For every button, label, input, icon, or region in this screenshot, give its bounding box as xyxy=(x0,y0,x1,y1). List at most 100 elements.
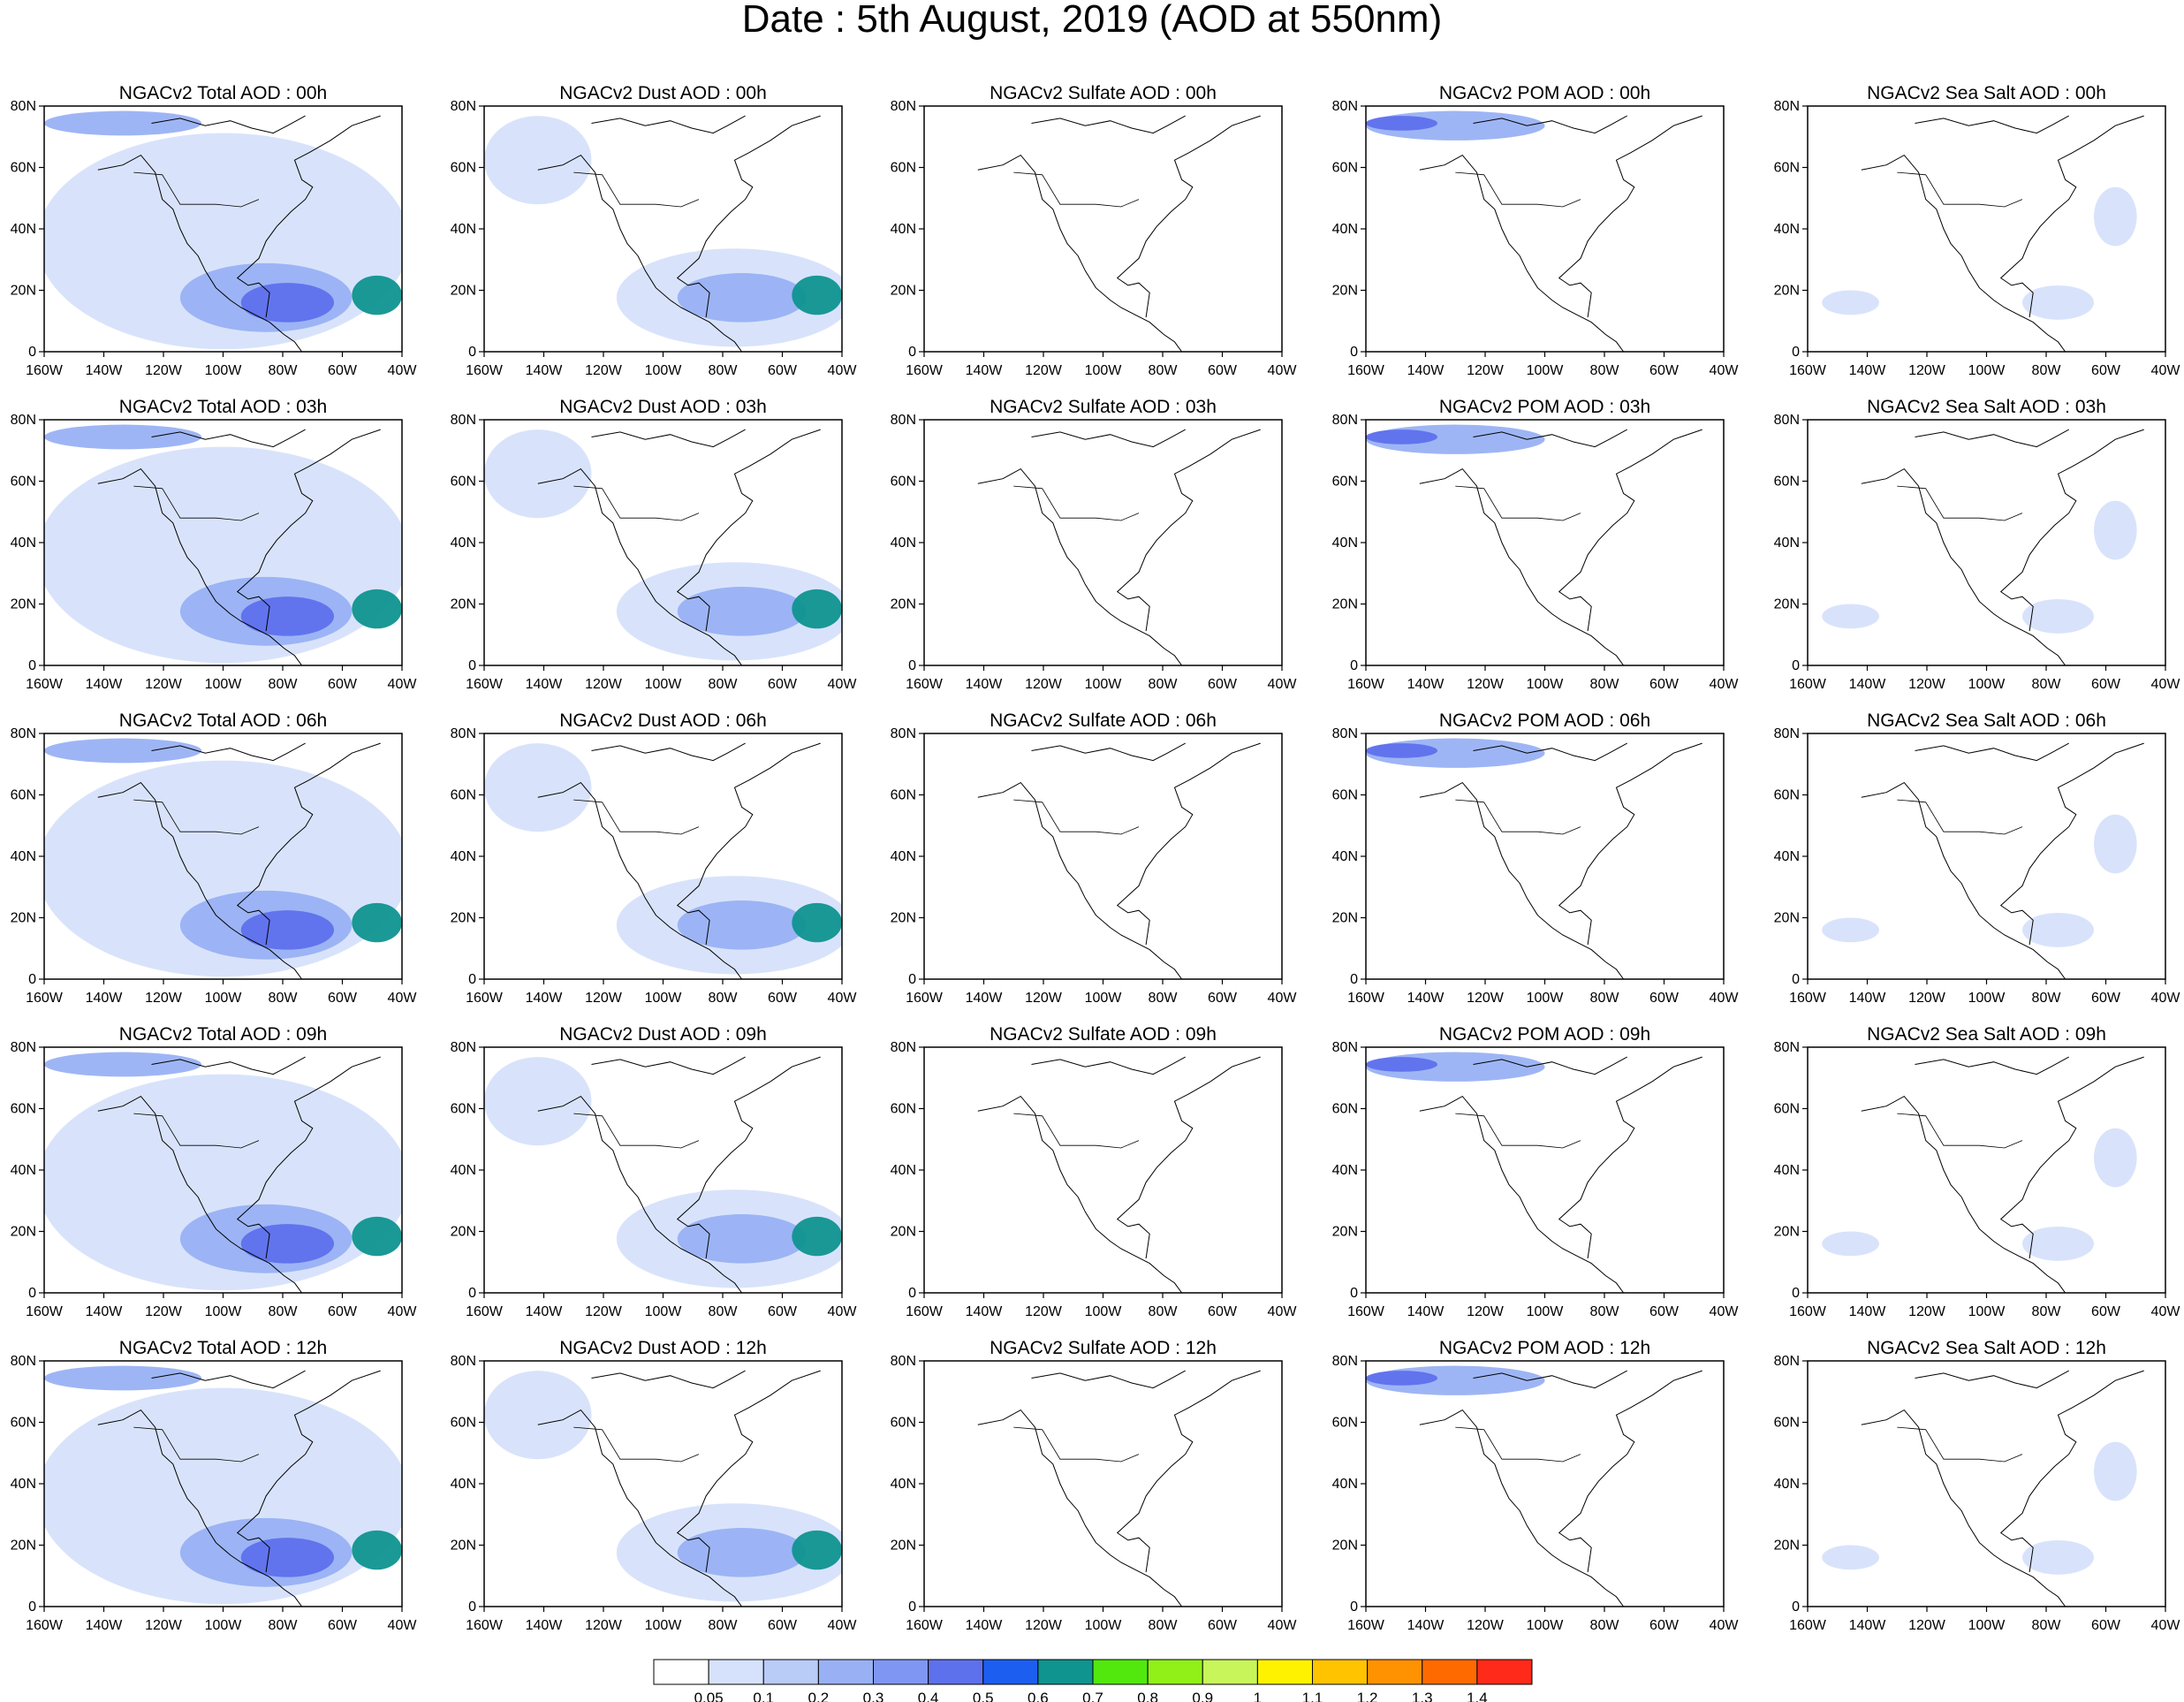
aod-field xyxy=(44,1052,402,1293)
lat-tick-label: 0 xyxy=(1350,1286,1358,1301)
country-border xyxy=(1455,1113,1581,1149)
panel-title: NGACv2 Sea Salt AOD : 09h xyxy=(1867,1024,2106,1045)
lon-tick-label: 40W xyxy=(828,991,858,1006)
aod-region xyxy=(677,587,807,636)
lon-tick-label: 140W xyxy=(86,991,124,1006)
lat-tick-label: 0 xyxy=(28,658,36,673)
aod-field xyxy=(484,742,842,979)
colorbar-segment xyxy=(1422,1659,1478,1685)
coastline xyxy=(1999,429,2144,632)
lat-tick-label: 0 xyxy=(28,1286,36,1301)
colorbar-label: 0.5 xyxy=(973,1690,994,1702)
coastline xyxy=(1915,1056,2069,1075)
lon-tick-label: 80W xyxy=(709,1618,739,1633)
lat-tick-label: 80N xyxy=(451,1040,476,1055)
colorbar-segment xyxy=(1256,1659,1313,1685)
lat-tick-label: 20N xyxy=(451,1225,476,1240)
colorbar-segment xyxy=(873,1659,929,1685)
aod-field xyxy=(484,429,842,665)
lat-tick-label: 20N xyxy=(1774,911,1800,926)
aod-field xyxy=(1366,1052,1702,1293)
lon-tick-label: 40W xyxy=(1268,363,1298,378)
aod-region xyxy=(792,589,842,629)
aod-region xyxy=(2022,1226,2094,1261)
lon-tick-label: 120W xyxy=(1025,991,1063,1006)
aod-region xyxy=(792,1216,842,1257)
country-border xyxy=(1013,1426,1140,1463)
lat-tick-label: 80N xyxy=(451,99,476,114)
lon-tick-label: 40W xyxy=(828,1618,858,1633)
panel-title: NGACv2 POM AOD : 12h xyxy=(1439,1338,1650,1358)
lon-tick-label: 60W xyxy=(328,1304,358,1319)
lat-tick-label: 60N xyxy=(1774,1416,1800,1431)
coastline xyxy=(1558,1370,1702,1573)
coastline xyxy=(236,429,381,632)
country-border xyxy=(573,1426,700,1463)
lon-tick-label: 80W xyxy=(709,677,739,692)
panel-title: NGACv2 Dust AOD : 09h xyxy=(559,1024,767,1045)
panel-title: NGACv2 Sulfate AOD : 00h xyxy=(990,83,1217,103)
lon-tick-label: 120W xyxy=(585,1618,623,1633)
lon-tick-label: 140W xyxy=(1849,1304,1887,1319)
lon-tick-label: 100W xyxy=(205,1618,243,1633)
coastline xyxy=(676,1056,821,1259)
colorbar-label: 0.4 xyxy=(918,1690,939,1702)
lon-tick-label: 60W xyxy=(1208,991,1238,1006)
lon-tick-label: 160W xyxy=(1789,1304,1827,1319)
panel-title: NGACv2 Total AOD : 03h xyxy=(119,397,327,417)
lat-tick-label: 80N xyxy=(11,1354,36,1369)
aod-field xyxy=(484,1056,842,1293)
aod-field xyxy=(977,1056,1261,1293)
aod-region xyxy=(352,275,402,315)
lat-tick-label: 0 xyxy=(908,972,916,987)
lon-tick-label: 60W xyxy=(1208,1618,1238,1633)
lat-tick-label: 60N xyxy=(1774,1102,1800,1117)
lat-tick-label: 40N xyxy=(891,1477,916,1492)
aod-region xyxy=(2094,186,2137,247)
map-panel-sulfate-3: NGACv2 Sulfate AOD : 09h 160W 140W 120W 100W… xyxy=(891,1024,1298,1319)
lat-tick-label: 80N xyxy=(1332,1354,1358,1369)
lon-tick-label: 120W xyxy=(1025,677,1063,692)
coastline xyxy=(1999,115,2144,318)
figure-title: Date : 5th August, 2019 (AOD at 550nm) xyxy=(741,0,1443,41)
colorbar-segment xyxy=(653,1659,709,1685)
lat-tick-label: 40N xyxy=(1332,1163,1358,1178)
colorbar-label: 0.2 xyxy=(808,1690,830,1702)
lon-tick-label: 120W xyxy=(1908,1618,1946,1633)
lat-tick-label: 40N xyxy=(451,1163,476,1178)
lon-tick-label: 140W xyxy=(966,1618,1004,1633)
panel-title: NGACv2 POM AOD : 03h xyxy=(1439,397,1650,417)
lat-tick-label: 60N xyxy=(11,475,36,490)
aod-region xyxy=(1822,1545,1880,1570)
lon-tick-label: 60W xyxy=(1649,677,1680,692)
lat-tick-label: 20N xyxy=(1774,597,1800,612)
lon-tick-label: 140W xyxy=(86,677,124,692)
aod-region xyxy=(240,910,335,950)
lon-tick-label: 100W xyxy=(1085,1304,1123,1319)
lon-tick-label: 120W xyxy=(585,677,623,692)
lon-tick-label: 60W xyxy=(2091,1618,2121,1633)
coastline xyxy=(1915,115,2069,134)
lat-tick-label: 60N xyxy=(891,1102,916,1117)
map-panel-pom-4: NGACv2 POM AOD : 12h 160W 140W 120W 100W 80W 6… xyxy=(1332,1338,1740,1633)
panel-title: NGACv2 Sulfate AOD : 03h xyxy=(990,397,1217,417)
lat-tick-label: 80N xyxy=(1332,99,1358,114)
aod-region xyxy=(1822,1231,1880,1257)
coastline xyxy=(1915,742,2069,762)
lat-tick-label: 80N xyxy=(1332,726,1358,741)
aod-field xyxy=(44,424,402,665)
lon-tick-label: 160W xyxy=(26,363,64,378)
panel-title: NGACv2 Total AOD : 00h xyxy=(119,83,327,103)
lon-tick-label: 80W xyxy=(269,677,299,692)
lon-tick-label: 80W xyxy=(709,1304,739,1319)
panel-title: NGACv2 POM AOD : 09h xyxy=(1439,1024,1650,1045)
lon-tick-label: 100W xyxy=(645,1618,683,1633)
lon-tick-label: 100W xyxy=(1968,363,2006,378)
lat-tick-label: 60N xyxy=(1332,475,1358,490)
coastline xyxy=(97,781,303,979)
lon-tick-label: 100W xyxy=(645,1304,683,1319)
coastline xyxy=(591,742,746,762)
lon-tick-label: 60W xyxy=(768,1304,798,1319)
lat-tick-label: 40N xyxy=(1332,536,1358,551)
lon-tick-label: 80W xyxy=(2032,1304,2062,1319)
